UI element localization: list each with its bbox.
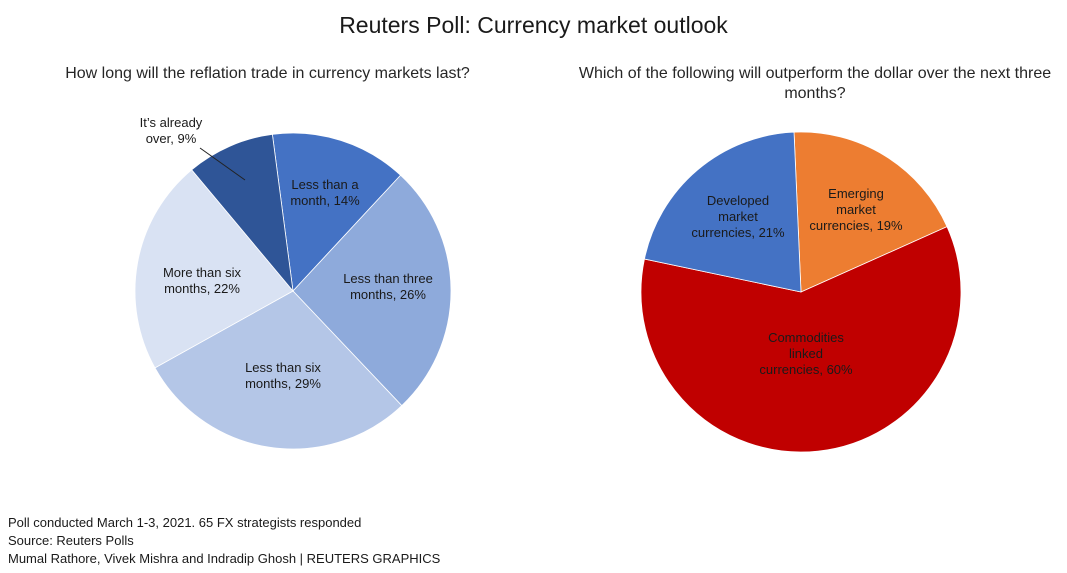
right-pie-slice-label-2: Developed market currencies, 21% — [691, 193, 785, 240]
left-pie-slice-3 — [134, 169, 294, 369]
left-pie-slice-label-1: Less than three months, 26% — [343, 271, 433, 302]
left-pie-leader-line — [199, 147, 246, 181]
right-pie-slice-label-1: Commodities linked currencies, 60% — [759, 330, 853, 377]
footer-poll-note: Poll conducted March 1-3, 2021. 65 FX st… — [8, 515, 362, 530]
right-pie-slice-0 — [793, 131, 948, 293]
left-chart-title: How long will the reflation trade in cur… — [65, 65, 470, 82]
footer-source: Source: Reuters Polls — [8, 533, 134, 548]
chart-main-title: Reuters Poll: Currency market outlook — [339, 12, 728, 38]
left-pie-slice-2 — [154, 290, 403, 450]
right-pie-slice-1 — [640, 226, 962, 453]
left-pie-slice-0 — [271, 132, 402, 292]
left-pie-slice-label-3: More than six months, 22% — [163, 265, 242, 296]
left-pie-slice-label-2: Less than six months, 29% — [245, 360, 321, 391]
left-pie-slice-label-0: Less than a month, 14% — [290, 177, 360, 208]
left-pie-slice-label-4: It’s already over, 9% — [140, 115, 203, 146]
left-pie-slice-1 — [292, 174, 452, 407]
right-chart-title: Which of the following will outperform t… — [578, 65, 1052, 102]
right-pie-slice-2 — [643, 131, 802, 293]
footer-credit: Mumal Rathore, Vivek Mishra and Indradip… — [8, 551, 441, 566]
left-pie-slice-4 — [191, 133, 294, 293]
right-pie-slice-label-0: Emerging market currencies, 19% — [809, 186, 903, 233]
